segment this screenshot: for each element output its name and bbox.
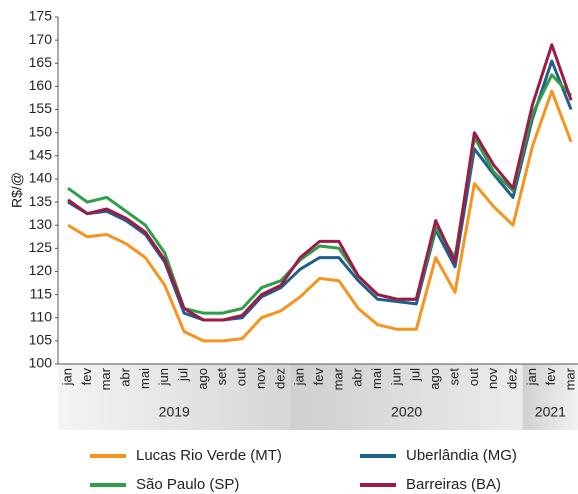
x-tick-label: out	[234, 368, 249, 386]
x-tick-label: set	[446, 368, 461, 386]
x-tick-label: dez	[272, 368, 287, 389]
y-tick-label: 150	[29, 123, 53, 139]
x-tick-label: mai	[137, 368, 152, 389]
x-tick-label: nov	[485, 368, 500, 389]
x-tick-label: jan	[524, 368, 539, 386]
year-band	[522, 364, 578, 430]
x-tick-label: abr	[117, 367, 132, 386]
series-line	[67, 89, 573, 343]
x-tick-label: out	[466, 368, 481, 386]
x-tick-label: set	[214, 368, 229, 386]
x-tick-label: ago	[195, 368, 210, 390]
x-tick-label: dez	[504, 368, 519, 389]
y-tick-label: 140	[29, 170, 53, 186]
x-tick-label: mar	[563, 367, 578, 390]
x-tick-label: fev	[79, 368, 94, 386]
x-tick-label: nov	[253, 368, 268, 389]
series-line	[67, 73, 573, 315]
year-label: 2021	[535, 404, 566, 420]
x-tick-label: mar	[98, 367, 113, 390]
y-tick-label: 160	[29, 77, 53, 93]
year-label: 2020	[391, 404, 422, 420]
legend-label: Uberlândia (MG)	[406, 447, 517, 464]
y-tick-label: 120	[29, 262, 53, 278]
y-tick-label: 100	[29, 355, 53, 371]
series-line	[67, 43, 573, 322]
y-tick-label: 115	[30, 285, 53, 301]
y-axis-label: R$/@	[9, 172, 25, 208]
x-tick-label: jul	[176, 368, 191, 382]
legend-label: São Paulo (SP)	[136, 476, 239, 493]
year-band	[58, 364, 291, 430]
series-line	[67, 59, 573, 322]
y-tick-label: 135	[29, 193, 53, 209]
x-tick-label: jan	[292, 368, 307, 386]
x-tick-label: mar	[330, 367, 345, 390]
year-label: 2019	[159, 404, 190, 420]
legend-label: Lucas Rio Verde (MT)	[136, 447, 282, 464]
y-tick-label: 130	[29, 216, 53, 232]
y-tick-label: 170	[29, 31, 53, 47]
x-tick-label: jul	[408, 368, 423, 382]
y-tick-label: 105	[29, 332, 53, 348]
x-tick-label: abr	[350, 367, 365, 386]
x-tick-label: jun	[156, 368, 171, 386]
x-tick-label: jun	[388, 368, 403, 386]
y-tick-label: 175	[29, 8, 53, 24]
y-tick-label: 145	[29, 147, 53, 163]
y-tick-label: 165	[29, 54, 53, 70]
x-tick-label: mai	[369, 368, 384, 389]
legend-label: Barreiras (BA)	[406, 476, 501, 493]
y-tick-label: 125	[29, 239, 53, 255]
x-tick-label: ago	[427, 368, 442, 390]
y-tick-label: 110	[30, 308, 53, 324]
x-tick-label: jan	[59, 368, 74, 386]
year-band	[290, 364, 523, 430]
y-tick-label: 155	[29, 100, 53, 116]
x-tick-label: fev	[543, 368, 558, 386]
x-tick-label: fev	[311, 368, 326, 386]
